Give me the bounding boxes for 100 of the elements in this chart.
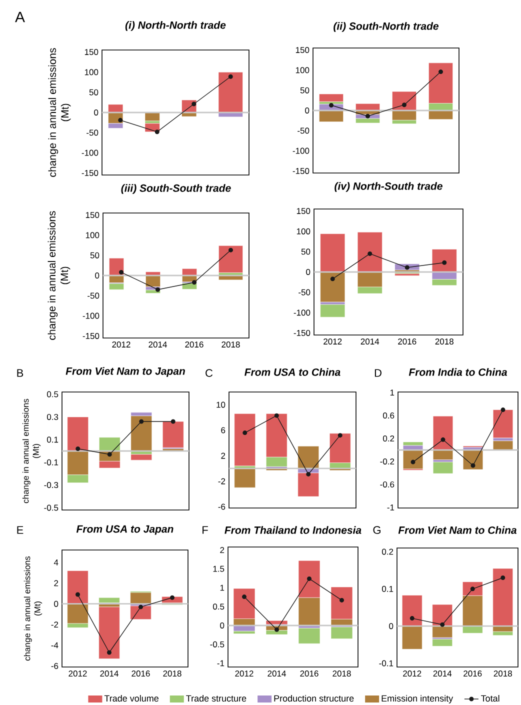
y-tick-label: -100 (82, 150, 98, 156)
y-tick-label: -1 (387, 504, 394, 510)
y-tick-label: -50 (86, 130, 98, 136)
y-tick-label: -100 (294, 310, 310, 316)
y-tick-label: 0 (389, 623, 394, 630)
legend-label: Production structure (274, 694, 354, 702)
y-tick-label: 100 (86, 232, 100, 238)
y-tick-label: 0.1 (382, 586, 394, 592)
y-tick-label: 0.5 (46, 391, 58, 398)
y-tick-label: -50 (298, 128, 310, 134)
legend-label: Trade volume (104, 694, 158, 702)
x-tick-label: 2018 (332, 670, 351, 677)
y-tick-label: -0.6 (380, 481, 394, 488)
x-tick-label: 2014 (268, 670, 286, 677)
y-tick-label: 2 (54, 580, 58, 586)
y-tick-label: 2 (221, 452, 226, 459)
y-tick-label: 100 (84, 69, 98, 76)
x-tick-label: 2016 (185, 342, 204, 348)
y-tick-label: 0 (94, 109, 98, 116)
y-tick-label: 0 (306, 268, 310, 275)
y-tick-label: 50 (301, 248, 310, 255)
x-tick-label: 2016 (300, 670, 318, 677)
x-tick-label: 2012 (324, 338, 342, 345)
y-tick-label: 2 (220, 547, 224, 553)
y-tick-label: -0.5 (44, 504, 58, 511)
x-tick-label: 2012 (235, 670, 254, 677)
y-tick-label: 10 (216, 402, 226, 408)
legend-label: Trade structure (186, 694, 246, 702)
chart-title: From Viet Nam to Japan (66, 367, 185, 377)
x-tick-label: 2014 (100, 670, 118, 677)
text: D (374, 369, 382, 377)
y-tick-label: 0.5 (212, 604, 224, 610)
y-tick-label: 1 (390, 390, 394, 396)
y-tick-label: 100 (296, 228, 310, 234)
x-tick-label: 2016 (132, 670, 150, 677)
chart-title: From Viet Nam to China (398, 526, 516, 534)
y-tick-label: -1 (217, 660, 224, 666)
text: F (202, 526, 208, 534)
y-tick-label: 150 (84, 49, 98, 56)
y-tick-label: 150 (296, 47, 310, 54)
text: C (206, 369, 213, 377)
y-tick-label: 50 (90, 252, 100, 258)
legend-label: Total (480, 694, 500, 702)
legend-label: Emission intensity (382, 694, 454, 704)
y-tick-label: 1.5 (213, 566, 224, 572)
y-tick-label: -50 (88, 292, 100, 299)
x-tick-label: 2014 (433, 670, 452, 677)
y-axis-title: change in annual emissions (Mt) (48, 48, 71, 177)
x-tick-label: 2016 (398, 338, 416, 345)
y-tick-label: 100 (296, 67, 310, 74)
chart-title: From USA to China (244, 368, 340, 376)
y-tick-label: 6 (221, 427, 226, 434)
y-tick-label: -2 (51, 622, 58, 628)
y-axis-title: change in annual emissions (Mt) (22, 398, 41, 504)
x-tick-label: 2014 (360, 338, 380, 345)
text: G (373, 526, 380, 534)
y-tick-label: -6 (218, 504, 226, 510)
y-tick-label: 1 (220, 584, 224, 591)
y-tick-label: 150 (296, 208, 310, 214)
chart-title: (iv) North-South trade (334, 182, 442, 192)
y-tick-label: 0.3 (46, 414, 58, 420)
x-tick-label: 2012 (68, 670, 87, 677)
text: A (15, 12, 25, 22)
x-tick-label: 2012 (403, 670, 422, 677)
y-tick-label: -150 (82, 332, 100, 339)
y-tick-label: -150 (292, 168, 310, 174)
x-tick-label: 2018 (435, 338, 454, 345)
y-tick-label: 0.1 (46, 436, 58, 443)
x-tick-label: 2018 (163, 670, 182, 677)
x-tick-label: 2014 (148, 342, 167, 348)
y-tick-label: 0.2 (382, 436, 394, 442)
y-tick-label: 0.2 (382, 548, 394, 555)
y-tick-label: -0.5 (210, 641, 224, 648)
y-tick-label: 0 (220, 622, 224, 628)
chart-title: From India to China (408, 368, 507, 376)
y-tick-label: 50 (300, 87, 310, 94)
text: B (17, 369, 24, 377)
y-tick-label: -6 (51, 662, 58, 669)
y-tick-label: 0 (305, 107, 310, 114)
y-tick-label: -0.1 (44, 459, 58, 466)
y-tick-label: -2 (218, 478, 226, 484)
chart-title: (iii) South-South trade (121, 184, 231, 194)
x-tick-label: 2012 (112, 342, 130, 348)
y-tick-label: -0.2 (380, 458, 394, 464)
chart-title: From USA to Japan (76, 525, 174, 535)
x-tick-label: 2018 (222, 342, 240, 348)
text: E (17, 526, 24, 534)
y-tick-label: -4 (51, 642, 58, 648)
y-tick-label: 150 (86, 212, 100, 218)
chart-title: From Thailand to Indonesia (224, 526, 362, 534)
y-tick-label: 0 (54, 600, 58, 607)
y-tick-label: -100 (292, 148, 310, 154)
chart-title: (ii) South-North trade (334, 22, 438, 32)
y-axis-title: change in annual emissions (Mt) (48, 211, 70, 340)
y-tick-label: -50 (298, 289, 310, 296)
y-tick-label: -100 (82, 312, 100, 319)
y-tick-label: -150 (294, 330, 310, 336)
y-tick-label: -150 (82, 170, 98, 176)
y-tick-label: -0.1 (379, 660, 394, 666)
y-tick-label: -0.3 (44, 482, 58, 488)
